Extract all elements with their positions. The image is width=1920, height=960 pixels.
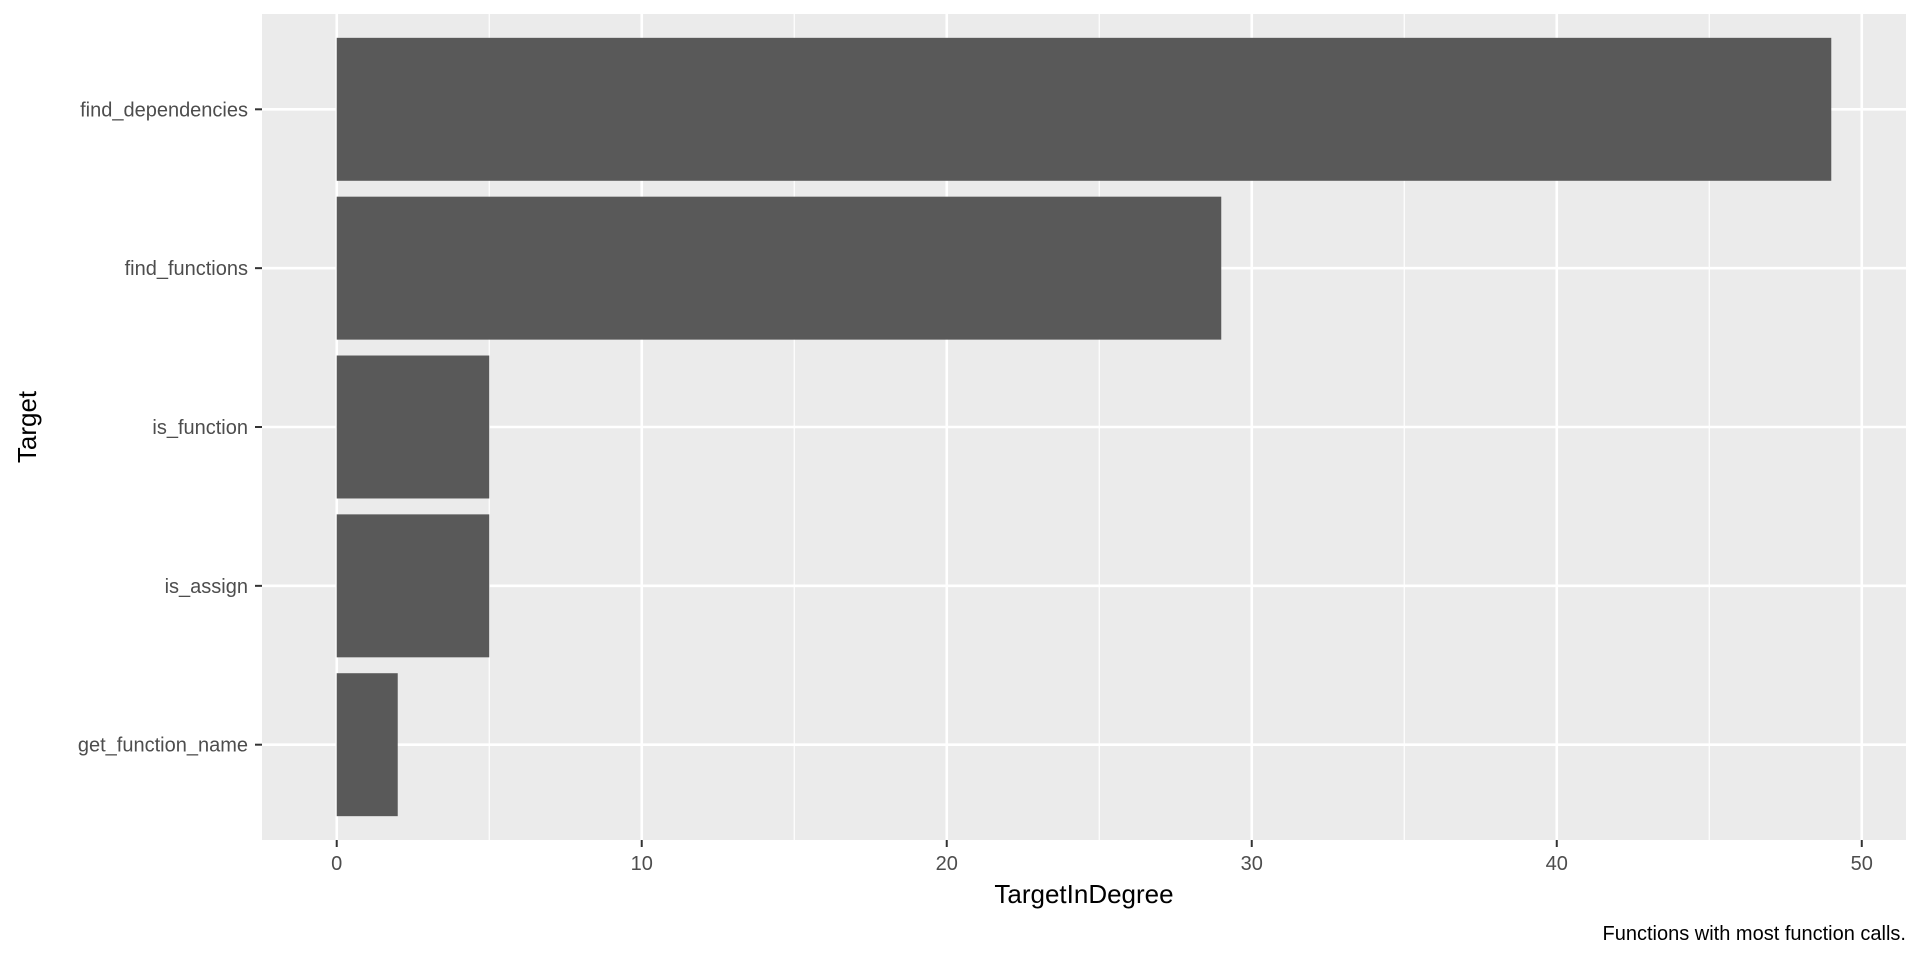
x-tick-label: 40 [1546, 853, 1568, 875]
x-tick-label: 10 [631, 853, 653, 875]
x-tick-label: 20 [936, 853, 958, 875]
x-tick-label: 0 [331, 853, 342, 875]
bars [336, 37, 1832, 817]
bar-is_assign [336, 514, 490, 658]
y-tick-label: is_assign [165, 576, 248, 598]
y-axis-title: Target [12, 390, 42, 463]
y-tick-label: get_function_name [78, 735, 248, 757]
x-axis-ticks: 0 10 20 30 40 50 [331, 840, 1873, 875]
chart-caption: Functions with most function calls. [1603, 923, 1906, 945]
bar-find_dependencies [336, 37, 1832, 181]
y-tick-label: find_dependencies [80, 99, 248, 121]
x-axis-title: TargetInDegree [994, 879, 1173, 909]
x-tick-label: 30 [1241, 853, 1263, 875]
bar-is_function [336, 355, 490, 499]
x-tick-label: 50 [1851, 853, 1873, 875]
y-tick-label: find_functions [125, 258, 248, 280]
y-tick-label: is_function [152, 417, 248, 439]
bar-find_functions [336, 196, 1222, 340]
y-axis-ticks: find_dependencies find_functions is_functi… [78, 99, 262, 757]
bar-get_function_name [336, 673, 398, 817]
